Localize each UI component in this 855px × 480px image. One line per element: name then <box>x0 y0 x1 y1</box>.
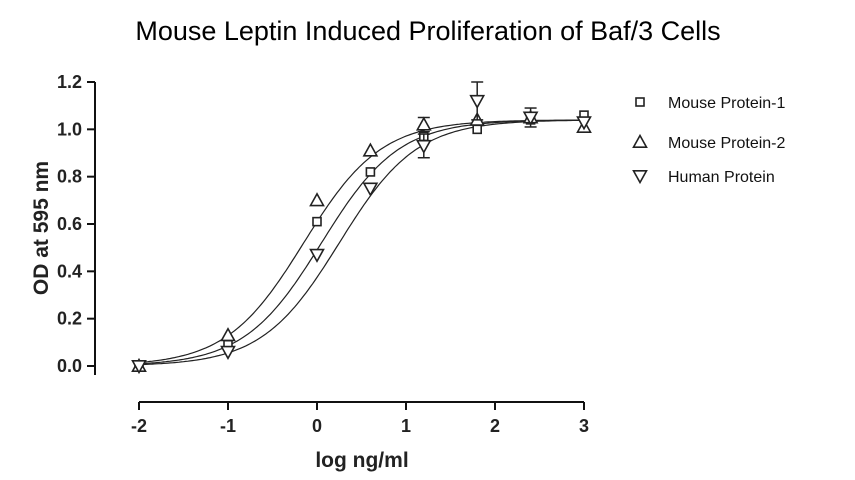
legend-label: Human Protein <box>668 169 775 186</box>
data-point-square <box>365 167 376 177</box>
legend-label: Mouse Protein-1 <box>668 95 785 112</box>
y-tick-label: 0.8 <box>57 167 82 187</box>
data-point-triangle-down <box>576 116 592 131</box>
data-point-triangle-up <box>220 327 236 342</box>
y-ticks: 0.0 0.2 0.4 0.6 0.8 1.0 1.2 <box>57 72 95 376</box>
x-tick-label: -2 <box>131 416 147 436</box>
x-tick-label: 3 <box>579 416 589 436</box>
data-point-triangle-down <box>220 345 236 360</box>
legend-marker <box>635 97 645 107</box>
x-axis-label: log ng/ml <box>315 449 408 472</box>
x-ticks: -2 -1 0 1 2 3 <box>131 402 589 436</box>
x-tick-label: -1 <box>220 416 236 436</box>
y-tick-label: 0.0 <box>57 356 82 376</box>
data-point-square <box>312 216 322 227</box>
y-tick-label: 0.4 <box>57 261 82 281</box>
data-point-square <box>472 124 483 135</box>
x-tick-label: 2 <box>490 416 500 436</box>
y-tick-label: 1.0 <box>57 119 82 139</box>
data-point-triangle-down <box>362 182 379 197</box>
x-tick-label: 1 <box>401 416 411 436</box>
y-tick-label: 0.2 <box>57 309 82 329</box>
fit-curve <box>138 119 585 364</box>
legend-marker <box>632 170 648 185</box>
data-point-triangle-up <box>362 142 379 157</box>
data-point-triangle-down <box>522 111 539 126</box>
y-tick-label: 1.2 <box>57 72 82 92</box>
data-point-triangle-down <box>309 248 325 263</box>
chart-title: Mouse Leptin Induced Proliferation of Ba… <box>135 16 720 46</box>
legend-marker <box>632 133 648 148</box>
data-point-triangle-down <box>131 359 147 375</box>
data-point-triangle-down <box>469 94 486 110</box>
fit-curve <box>138 119 585 365</box>
fit-curve <box>138 119 584 366</box>
legend-label: Mouse Protein-2 <box>668 135 785 152</box>
y-axis-label: OD at 595 nm <box>30 161 53 295</box>
data-point-triangle-up <box>309 192 325 207</box>
data-point-triangle-up <box>415 116 432 131</box>
axes <box>94 82 584 403</box>
legend: Mouse Protein-1 Mouse Protein-2 Human Prot… <box>632 95 785 186</box>
data-point-triangle-down <box>415 139 432 155</box>
plot-area <box>131 81 592 375</box>
y-tick-label: 0.6 <box>57 214 82 234</box>
x-tick-label: 0 <box>312 416 322 436</box>
